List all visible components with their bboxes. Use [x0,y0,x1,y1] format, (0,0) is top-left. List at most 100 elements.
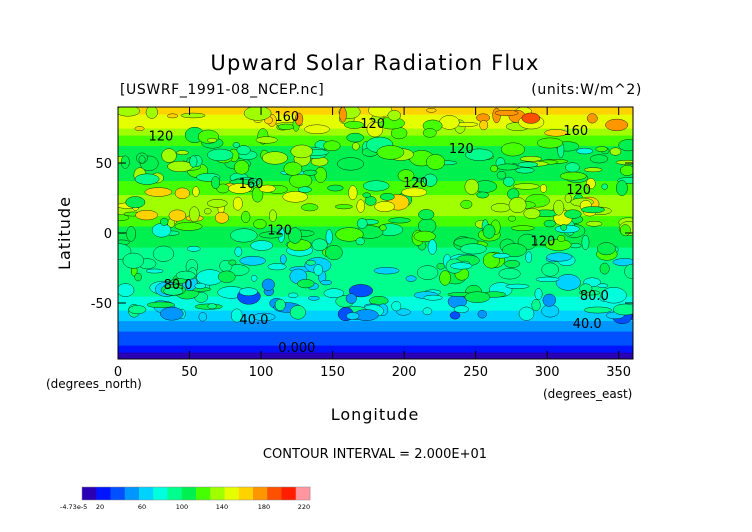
flux-feature [624,263,633,279]
flux-feature [379,193,395,201]
flux-feature [152,245,175,262]
flux-feature [168,209,187,222]
flux-feature [401,187,428,197]
flux-feature [609,147,622,156]
x-axis-label: Longitude [331,405,420,424]
flux-feature [214,211,229,224]
flux-feature [192,186,200,198]
colorbar-swatch [124,487,140,500]
flux-band [118,348,633,353]
colorbar-frame [81,486,311,501]
flux-feature [387,110,401,121]
flux-feature [160,306,184,321]
flux-band [118,212,633,217]
x-tick-label: 100 [249,365,274,380]
flux-feature [288,227,302,244]
flux-feature [301,203,319,212]
contour-label: 120 [566,183,591,198]
contour-label: 160 [239,177,264,192]
flux-feature [297,186,312,193]
flux-feature [325,245,343,261]
flux-feature [597,283,609,288]
flux-band [118,334,633,339]
flux-band [118,201,633,206]
flux-feature [325,229,333,245]
flux-feature [313,264,324,276]
flux-feature [460,243,487,255]
flux-feature [531,299,541,312]
flux-feature [294,112,304,126]
flux-feature [334,204,353,210]
flux-feature [492,107,501,124]
contour-label: 160 [563,124,588,139]
colorbar-tick-label: 20 [96,503,104,511]
flux-feature [502,243,527,257]
flux-feature [559,171,587,181]
flux-feature [373,267,400,275]
flux-feature [597,242,616,256]
flux-feature [145,107,158,119]
flux-feature [490,164,498,173]
flux-feature [490,203,511,213]
flux-band [118,156,633,161]
flux-band [118,177,633,182]
flux-feature [314,166,327,183]
contour-labels: 160 120 120 120 160 160 120 120 120 120 80.0 80.0 40… [149,110,609,356]
flux-feature [427,239,437,255]
flux-feature [138,155,146,164]
flux-feature [170,278,189,284]
flux-band [118,331,633,336]
flux-feature [118,283,135,297]
x-units-label: (degrees_east) [543,387,632,401]
flux-band [118,320,633,325]
y-tick-label: 50 [95,157,112,172]
flux-feature [554,224,580,234]
flux-feature [586,221,603,227]
flux-feature [186,246,201,252]
flux-feature [356,199,366,213]
y-units-label: (degrees_north) [46,377,142,391]
flux-feature [118,214,130,221]
flux-band [118,289,633,294]
flux-band [118,341,633,346]
colorbar-swatch [153,487,168,500]
flux-band [118,285,633,290]
flux-feature [348,284,373,298]
flux-feature [161,148,177,163]
flux-band [118,278,633,283]
flux-feature [397,169,415,182]
flux-feature [297,279,315,289]
flux-feature [307,296,320,301]
flux-feature [498,268,521,280]
flux-band [118,264,633,269]
flux-feature [426,154,446,170]
contour-label: 120 [267,223,292,238]
flux-feature [521,112,541,124]
flux-feature [356,218,368,229]
flux-band [118,282,633,287]
flux-feature [305,259,316,266]
flux-feature [167,113,179,119]
flux-feature [258,184,276,193]
flux-feature [211,176,220,189]
plot-area [118,107,633,359]
colorbar-tick-label: 100 [176,503,188,511]
colorbar-tick-label: 180 [258,503,270,511]
flux-band [118,247,633,252]
flux-feature [391,301,402,312]
flux-feature [511,225,535,231]
x-axis-ticks: 0 50 100 150 200 250 300 350 [114,107,631,380]
colorbar-tick-label: 220 [298,503,310,511]
flux-feature [423,294,443,301]
flux-feature [519,156,542,162]
flux-feature [534,288,543,300]
flux-feature [523,208,541,219]
flux-feature [311,238,328,251]
flux-feature [450,262,473,270]
flux-feature [564,209,582,219]
flux-band [118,317,633,322]
flux-feature [541,262,559,277]
flux-feature [618,139,633,152]
flux-feature [282,191,308,203]
